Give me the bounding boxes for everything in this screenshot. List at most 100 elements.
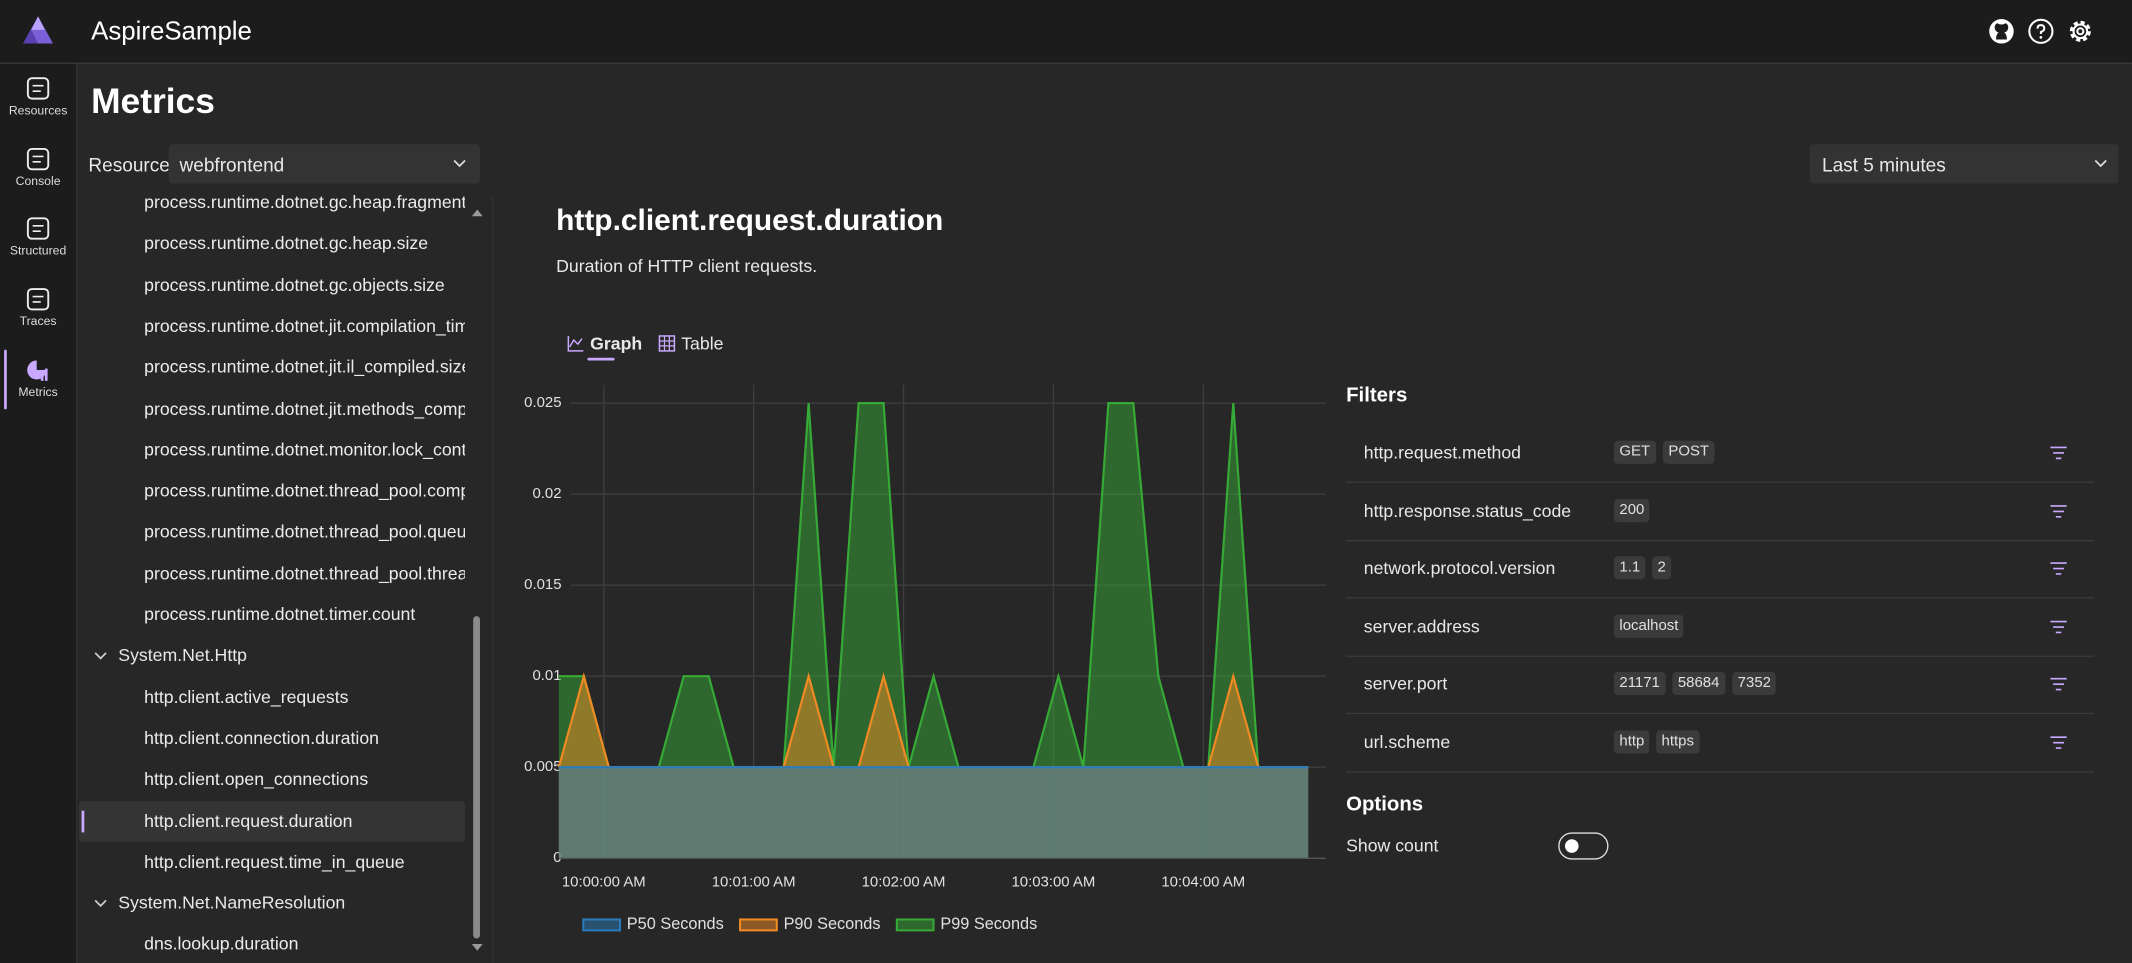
- filter-button[interactable]: [2049, 445, 2068, 461]
- table-glyph: [659, 336, 674, 351]
- tree-item[interactable]: process.runtime.dotnet.jit.compilation_t…: [144, 313, 465, 340]
- tree-chevron[interactable]: [94, 898, 108, 909]
- tree-item[interactable]: process.runtime.dotnet.jit.methods_compi: [144, 395, 465, 422]
- filter-separator: [1346, 655, 2094, 656]
- nav-label[interactable]: Console: [0, 172, 76, 188]
- filter-name: http.request.method: [1364, 439, 1521, 466]
- filter-glyph: [2050, 505, 2066, 516]
- filter-value-chip: POST: [1663, 441, 1715, 464]
- chevron-shape: [95, 653, 106, 658]
- filter-button[interactable]: [2049, 619, 2068, 635]
- tree-item[interactable]: process.runtime.dotnet.jit.il_compiled.s…: [144, 354, 465, 381]
- chart-subtitle: Duration of HTTP client requests.: [556, 254, 817, 278]
- chevron: [2094, 158, 2108, 169]
- app-logo[interactable]: [22, 15, 55, 45]
- area-fill: [559, 767, 1308, 858]
- settings-icon[interactable]: [2067, 18, 2094, 45]
- tree-item[interactable]: process.runtime.dotnet.thread_pool.queu: [144, 519, 465, 546]
- tree-item[interactable]: http.client.request.time_in_queue: [144, 848, 404, 875]
- nav-icon[interactable]: [26, 357, 50, 381]
- legend-swatch: [740, 919, 777, 930]
- filter-button[interactable]: [2049, 677, 2068, 693]
- resource-value: webfrontend: [179, 151, 284, 178]
- tree-group[interactable]: System.Net.Http: [118, 642, 247, 669]
- show-count-toggle[interactable]: [1558, 832, 1608, 859]
- filter-value-chip: 58684: [1672, 672, 1724, 695]
- y-tick-label: 0.025: [524, 394, 561, 411]
- tree-item[interactable]: dns.lookup.duration: [144, 931, 298, 958]
- legend-swatch: [897, 919, 934, 930]
- legend-label: P90 Seconds: [784, 915, 881, 933]
- filter-value-chip: 200: [1614, 499, 1650, 522]
- tree-item[interactable]: process.runtime.dotnet.gc.heap.fragmenta: [144, 195, 465, 217]
- legend-label: P50 Seconds: [627, 915, 724, 933]
- nav-icon[interactable]: [26, 76, 50, 100]
- tab-icon[interactable]: [658, 335, 676, 353]
- tree-item[interactable]: process.runtime.dotnet.gc.objects.size: [144, 271, 445, 298]
- metrics-tree: process.runtime.dotnet.gc.heap.fragmenta…: [78, 195, 466, 963]
- scrollbar-thumb[interactable]: [473, 616, 480, 938]
- help-icon[interactable]: [2027, 18, 2054, 45]
- tree-chevron[interactable]: [94, 651, 108, 662]
- filter-name: url.scheme: [1364, 729, 1450, 756]
- scroll-up[interactable]: [470, 207, 484, 218]
- filter-glyph: [2050, 679, 2066, 690]
- tree-item[interactable]: http.client.active_requests: [144, 684, 348, 711]
- y-tick-label: 0.02: [532, 485, 561, 502]
- resource-select[interactable]: webfrontend: [169, 144, 480, 183]
- filter-separator: [1346, 713, 2094, 714]
- x-tick-label: 10:04:00 AM: [1161, 874, 1245, 891]
- tree-item[interactable]: http.client.request.duration: [144, 807, 352, 834]
- show-count-label: Show count: [1346, 832, 1438, 859]
- nav-label[interactable]: Traces: [0, 313, 76, 329]
- x-tick-label: 10:03:00 AM: [1011, 874, 1095, 891]
- toggle-knob: [1565, 839, 1579, 853]
- filter-value-chip: http: [1614, 730, 1650, 753]
- y-tick-label: 0.015: [524, 576, 561, 593]
- tree-item[interactable]: process.runtime.dotnet.gc.heap.size: [144, 230, 428, 257]
- metrics-icon-bar: [45, 368, 48, 380]
- tab-icon[interactable]: [567, 335, 585, 353]
- tree-item[interactable]: process.runtime.dotnet.monitor.lock_cont: [144, 436, 465, 463]
- tree-item[interactable]: process.runtime.dotnet.timer.count: [144, 601, 415, 628]
- github-icon[interactable]: [1988, 18, 2015, 45]
- nav-icon[interactable]: [26, 146, 50, 170]
- nav-icon[interactable]: [26, 217, 50, 241]
- panel-divider: [492, 197, 493, 963]
- time-range-select[interactable]: Last 5 minutes: [1810, 144, 2119, 183]
- nav-label[interactable]: Metrics: [0, 383, 76, 399]
- filter-button[interactable]: [2049, 734, 2068, 750]
- filter-value-chip: 7352: [1732, 672, 1776, 695]
- filter-separator: [1346, 539, 2094, 540]
- legend-label: P99 Seconds: [940, 915, 1037, 933]
- tree-item[interactable]: http.client.connection.duration: [144, 725, 379, 752]
- scroll-down[interactable]: [470, 943, 484, 954]
- time-range-value: Last 5 minutes: [1822, 151, 1946, 178]
- filter-button[interactable]: [2049, 503, 2068, 519]
- filter-value-chip: 2: [1652, 557, 1671, 580]
- tab-label[interactable]: Graph: [590, 331, 642, 358]
- filter-button[interactable]: [2049, 561, 2068, 577]
- chevron-shape: [95, 901, 106, 906]
- filter-name: server.port: [1364, 671, 1448, 698]
- chart: 00.0050.010.0150.020.02510:00:00 AM10:01…: [510, 374, 1339, 945]
- options-title: Options: [1346, 792, 1423, 819]
- app-name[interactable]: AspireSample: [91, 16, 252, 49]
- tree-selection-marker: [82, 810, 85, 832]
- nav-icon[interactable]: [26, 287, 50, 311]
- resource-label: Resource: [88, 151, 169, 178]
- side-nav: [0, 64, 78, 963]
- nav-icon-frame: [28, 149, 48, 169]
- filter-value-chip: localhost: [1614, 615, 1684, 638]
- tree-group[interactable]: System.Net.NameResolution: [118, 890, 345, 917]
- x-tick-label: 10:01:00 AM: [712, 874, 796, 891]
- nav-label[interactable]: Resources: [0, 102, 76, 118]
- tree-item[interactable]: http.client.open_connections: [144, 766, 368, 793]
- tree-item[interactable]: process.runtime.dotnet.thread_pool.threa: [144, 560, 465, 587]
- tab-label[interactable]: Table: [681, 331, 723, 358]
- tree-item[interactable]: process.runtime.dotnet.thread_pool.comp: [144, 478, 465, 505]
- legend-swatch: [583, 919, 620, 930]
- nav-label[interactable]: Structured: [0, 243, 76, 259]
- filter-glyph: [2050, 621, 2066, 632]
